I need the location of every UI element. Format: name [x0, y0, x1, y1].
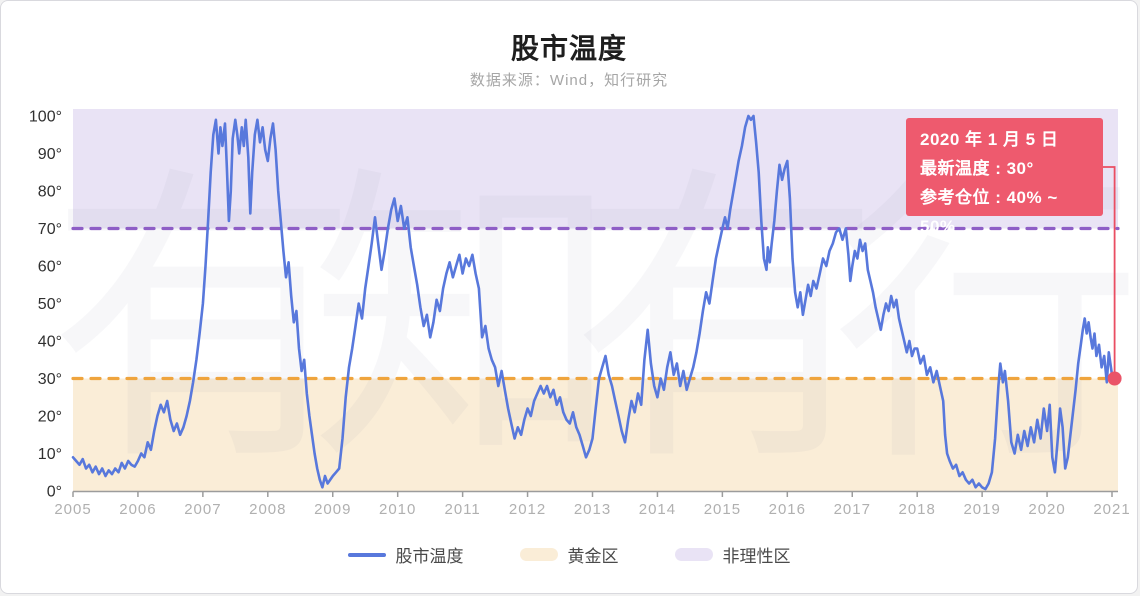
x-axis-label: 2013 [574, 501, 611, 518]
x-axis-label: 2009 [314, 501, 351, 518]
y-axis-label: 20° [38, 409, 62, 426]
legend: 股市温度 黄金区 非理性区 [1, 542, 1137, 567]
y-axis-label: 50° [38, 296, 62, 313]
callout-date: 2020 年 1 月 5 日 [920, 130, 1059, 149]
x-axis-label: 2010 [379, 501, 416, 518]
x-axis-label: 2015 [704, 501, 741, 518]
y-axis-label: 70° [38, 221, 62, 238]
legend-item-golden-zone[interactable]: 黄金区 [519, 542, 619, 567]
latest-point-dot [1107, 371, 1122, 386]
y-axis-label: 60° [38, 259, 62, 276]
y-axis-label: 10° [38, 446, 62, 463]
temperature-line-swatch-icon [347, 552, 386, 557]
x-axis-label: 2021 [1093, 501, 1130, 518]
legend-item-irrational-zone[interactable]: 非理性区 [674, 542, 791, 567]
data-source-subtitle: 数据来源：Wind，知行研究 [469, 72, 669, 89]
y-axis-label: 30° [38, 371, 62, 388]
x-axis-label: 2017 [834, 501, 871, 518]
x-axis-label: 2005 [54, 501, 91, 518]
x-axis-label: 2018 [899, 501, 936, 518]
legend-item-temperature[interactable]: 股市温度 [347, 542, 464, 567]
y-axis-label: 90° [38, 146, 62, 163]
watermark-text: 知 [310, 148, 620, 495]
x-axis-label: 2014 [639, 501, 676, 518]
legend-label-irrational-zone: 非理性区 [722, 547, 791, 566]
golden-zone-swatch-icon [519, 548, 558, 561]
legend-label-golden-zone: 黄金区 [567, 547, 619, 566]
page-title: 股市温度 [510, 33, 627, 64]
legend-label-temperature: 股市温度 [395, 547, 464, 566]
y-axis-label: 80° [38, 184, 62, 201]
x-axis-label: 2006 [119, 501, 156, 518]
temperature-line [71, 114, 1116, 491]
latest-reading-callout: 2020 年 1 月 5 日 最新温度 : 30° 参考仓位 : 40% ~ 5… [906, 118, 1103, 236]
y-axis-label: 100° [29, 109, 62, 126]
callout-latest-temperature: 最新温度 : 30° [920, 159, 1034, 178]
y-axis-label: 40° [38, 334, 62, 351]
x-axis-label: 2011 [444, 501, 480, 518]
y-axis-label: 0° [47, 484, 62, 501]
x-axis-label: 2008 [249, 501, 286, 518]
watermark-text: 有 [49, 148, 359, 495]
x-axis-label: 2016 [769, 501, 806, 518]
callout-suggested-position: 参考仓位 : 40% ~ 50% [920, 188, 1058, 236]
irrational-zone-swatch-icon [674, 548, 713, 561]
x-axis-label: 2012 [509, 501, 546, 518]
x-axis-label: 2020 [1028, 501, 1065, 518]
x-axis-label: 2019 [963, 501, 1000, 518]
x-axis-label: 2007 [184, 501, 221, 518]
callout-connector-line [1103, 166, 1116, 379]
